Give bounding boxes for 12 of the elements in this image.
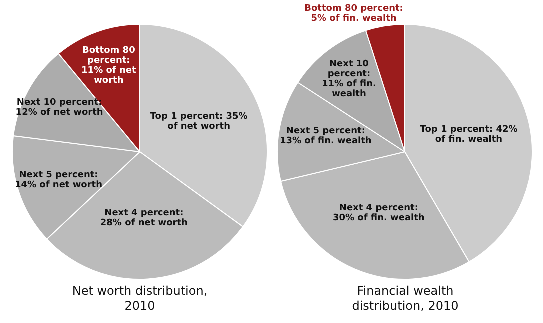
data-label: Next 4 percent: 30% of fin. wealth (333, 203, 425, 224)
data-label: Top 1 percent: 42% of fin. wealth (420, 125, 518, 146)
data-label: Bottom 80 percent: 11% of net worth (82, 46, 137, 86)
data-label: Top 1 percent: 35% of net worth (150, 112, 248, 132)
data-label: Bottom 80 percent: 5% of fin. wealth (304, 4, 404, 24)
text: Net worth distribution, 2010 (71, 284, 209, 314)
data-label: Next 10 percent: 11% of fin. wealth (322, 59, 376, 100)
text: Financial wealth distribution, 2010 (351, 284, 460, 314)
data-label: Next 5 percent: 13% of fin. wealth (280, 126, 372, 147)
data-label: Next 10 percent: 12% of net worth (16, 98, 104, 118)
data-label: Next 5 percent: 14% of net worth (15, 170, 102, 191)
data-label: Next 4 percent: 28% of net worth (100, 208, 188, 229)
